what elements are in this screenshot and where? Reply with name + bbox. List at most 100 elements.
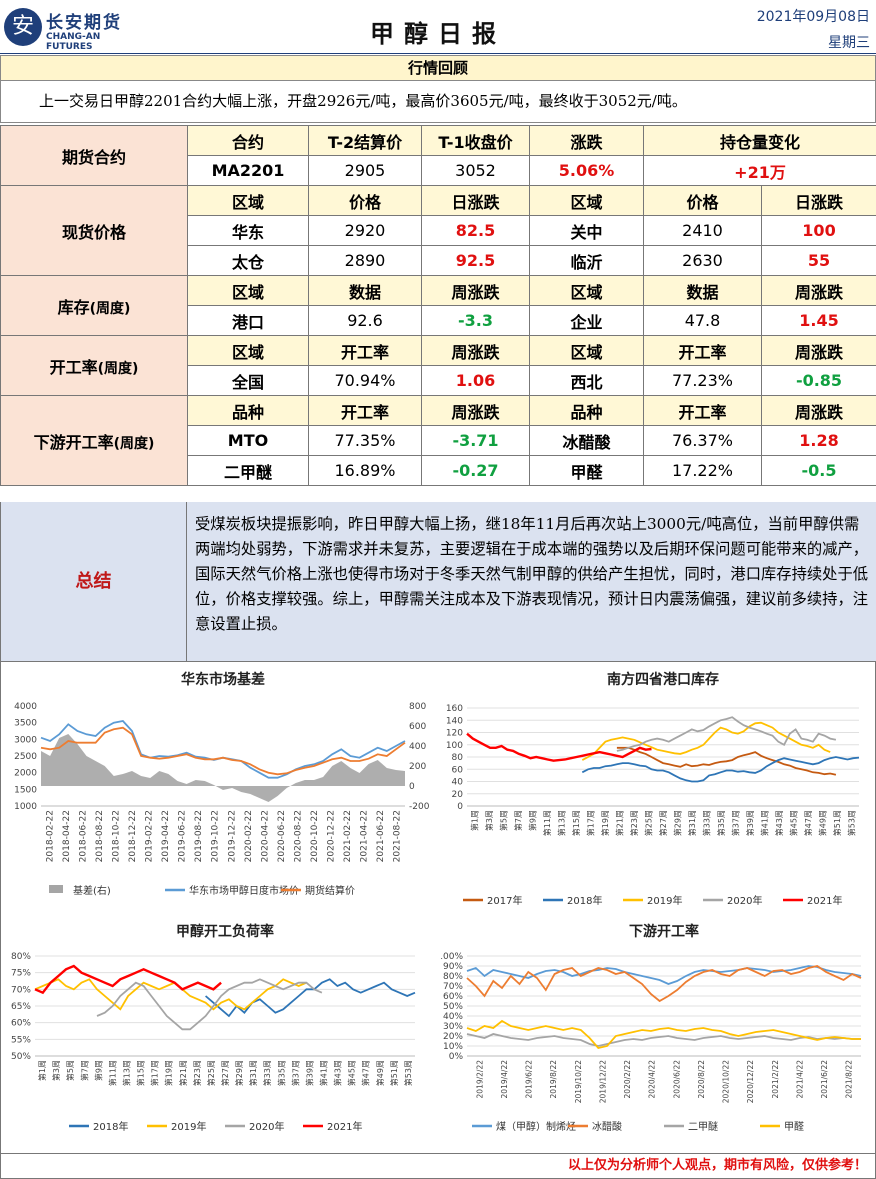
futures-header: T-2结算价 — [308, 125, 422, 156]
x-tick-label: 第19周 — [600, 810, 610, 836]
x-tick-label: 第21周 — [614, 810, 624, 836]
y-tick-label: 90% — [443, 962, 463, 972]
downstream-header: 周涨跌 — [421, 395, 530, 426]
x-tick-label: 第3周 — [484, 810, 494, 831]
x-tick-label: 2020-02-22 — [244, 810, 254, 862]
x-tick-label: 第31周 — [248, 1060, 258, 1086]
x-tick-label: 第53周 — [403, 1060, 413, 1086]
y-tick-label: 70% — [443, 982, 463, 992]
report-title: 甲醇日报 — [370, 20, 506, 48]
y-tick-label: 4000 — [14, 702, 37, 712]
y-tick-label: 60 — [452, 765, 464, 775]
legend-label: 2018年 — [567, 894, 602, 907]
x-tick-label: 2021-04-22 — [360, 810, 370, 862]
inventory-value: 47.8 — [643, 305, 762, 336]
series-line — [205, 978, 416, 1018]
y-tick-label: 60% — [11, 1019, 31, 1029]
series-area — [41, 734, 405, 802]
downstream-change: -0.5 — [760, 455, 876, 486]
legend-label: 2020年 — [249, 1120, 284, 1133]
downstream-rate: 16.89% — [308, 455, 422, 486]
x-tick-label: 2018-08-22 — [95, 810, 105, 862]
futures-oi-change: +21万 — [642, 155, 876, 186]
spot-change: 92.5 — [421, 245, 530, 276]
operating-rate: 77.23% — [643, 365, 762, 396]
chart-title: 南方四省港口库存 — [607, 671, 719, 688]
spot-header: 日涨跌 — [760, 185, 876, 216]
x-tick-label: 第41周 — [760, 810, 770, 836]
y-right-tick-label: 0 — [409, 782, 415, 792]
inventory-region: 港口 — [187, 305, 309, 336]
y-tick-label: 160 — [446, 704, 463, 714]
series-line — [466, 1033, 861, 1047]
inventory-change: 1.45 — [760, 305, 876, 336]
summary-text: 受煤炭板块提振影响，昨日甲醇大幅上扬，继18年11月后再次站上3000元/吨高位… — [187, 502, 876, 661]
x-tick-label: 第35周 — [276, 1060, 286, 1086]
series-line — [466, 965, 862, 1003]
spot-region: 关中 — [529, 215, 644, 246]
x-tick-label: 第51周 — [832, 810, 842, 836]
x-tick-label: 第3周 — [51, 1060, 61, 1081]
y-tick-label: 60% — [443, 992, 463, 1002]
series-line — [40, 726, 406, 776]
x-tick-label: 2021/2/22 — [771, 1060, 780, 1099]
x-tick-label: 2020/6/22 — [672, 1060, 681, 1099]
inventory-header: 区域 — [529, 275, 644, 306]
disclaimer: 以上仅为分析师个人观点，期市有风险，仅供参考！ — [0, 1154, 876, 1179]
futures-change: 5.06% — [529, 155, 644, 186]
futures-contract: MA2201 — [187, 155, 309, 186]
y-tick-label: 80 — [452, 753, 464, 763]
x-tick-label: 第53周 — [847, 810, 857, 836]
spot-price: 2410 — [643, 215, 762, 246]
y-tick-label: 40% — [443, 1012, 463, 1022]
legend-label: 煤（甲醇）制烯烃 — [496, 1120, 576, 1133]
spot-price: 2890 — [308, 245, 422, 276]
x-tick-label: 第51周 — [389, 1060, 399, 1086]
x-tick-label: 2020-06-22 — [277, 810, 287, 862]
x-tick-label: 第23周 — [192, 1060, 202, 1086]
logo-chinese-name: 长安期货 — [46, 13, 122, 33]
series-line — [466, 732, 652, 762]
y-tick-label: 55% — [11, 1035, 31, 1045]
x-tick-label: 第33周 — [702, 810, 712, 836]
x-tick-label: 2020-08-22 — [293, 810, 303, 862]
x-tick-label: 2021-08-22 — [393, 810, 403, 862]
x-tick-label: 2020/12/22 — [746, 1060, 755, 1103]
downstream-product: 二甲醚 — [187, 455, 309, 486]
downstream-header: 周涨跌 — [760, 395, 876, 426]
spot-header: 价格 — [308, 185, 422, 216]
series-line — [96, 978, 323, 1031]
x-tick-label: 第29周 — [673, 810, 683, 836]
futures-header: T-1收盘价 — [421, 125, 530, 156]
x-tick-label: 第9周 — [93, 1060, 103, 1081]
x-tick-label: 第17周 — [585, 810, 595, 836]
x-tick-label: 2018-10-22 — [111, 810, 121, 862]
inventory-header: 周涨跌 — [421, 275, 530, 306]
inventory-section: 库存(周度) — [0, 275, 188, 336]
x-tick-label: 第45周 — [789, 810, 799, 836]
report-header: 安 长安期货 CHANG-AN FUTURES 甲醇日报 2021年09月08日… — [0, 0, 876, 54]
inventory-change: -3.3 — [421, 305, 530, 336]
x-tick-label: 2019-12-22 — [227, 810, 237, 862]
legend-label: 2017年 — [487, 894, 522, 907]
chart-title: 华东市场基差 — [181, 671, 265, 688]
y-tick-label: 2500 — [14, 752, 37, 762]
x-tick-label: 2019/12/22 — [598, 1060, 607, 1103]
inventory-region: 企业 — [529, 305, 644, 336]
downstream-product: 甲醛 — [529, 455, 644, 486]
y-tick-label: 3000 — [14, 735, 37, 745]
x-tick-label: 第1周 — [37, 1060, 47, 1081]
operating-header: 周涨跌 — [421, 335, 530, 366]
x-tick-label: 2019/4/22 — [500, 1060, 509, 1099]
series-line — [466, 1019, 861, 1049]
spot-change: 82.5 — [421, 215, 530, 246]
x-tick-label: 第25周 — [643, 810, 653, 836]
x-tick-label: 第21周 — [178, 1060, 188, 1086]
legend-label: 2019年 — [647, 894, 682, 907]
basis-chart: 华东市场基差 1000 1500 2000 2500 3000 3500 4000 -200 0 2… — [14, 671, 430, 897]
y-right-tick-label: 800 — [409, 702, 426, 712]
x-tick-label: 2021/4/22 — [795, 1060, 804, 1099]
inventory-header: 数据 — [643, 275, 762, 306]
futures-header: 持仓量变化 — [642, 125, 876, 156]
spot-price: 2630 — [643, 245, 762, 276]
